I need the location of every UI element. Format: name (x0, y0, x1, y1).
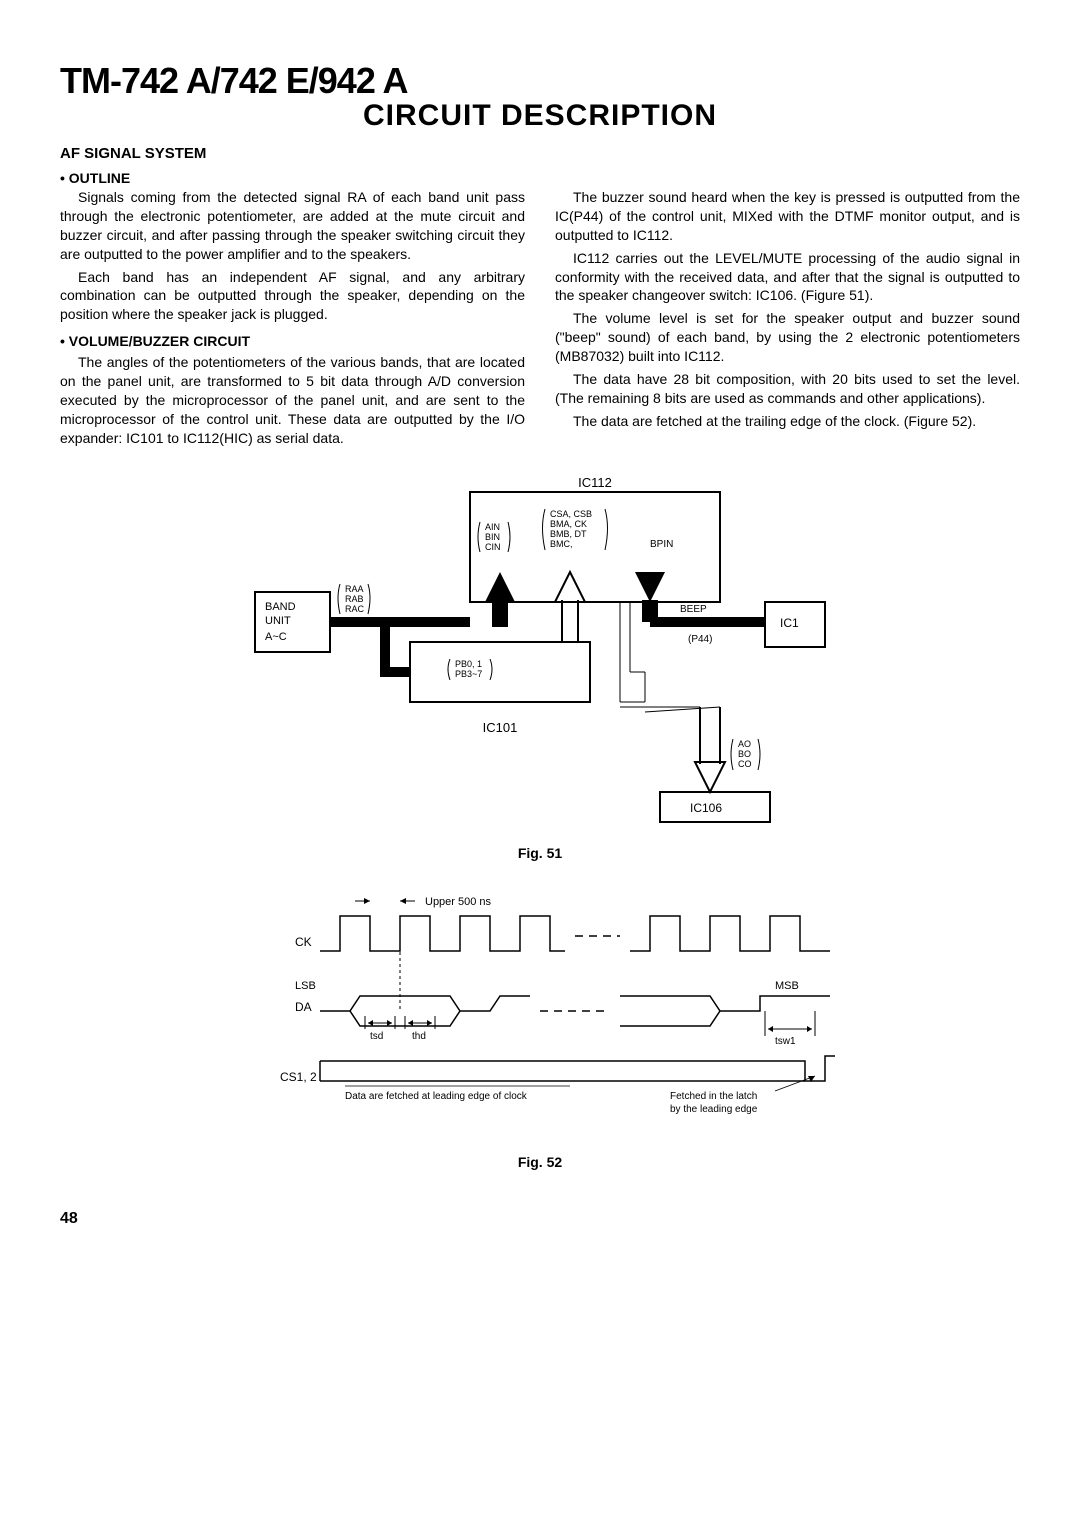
upper500-label: Upper 500 ns (425, 896, 492, 908)
cin-label: CIN (485, 542, 501, 552)
band-unit-line2: UNIT (265, 615, 291, 627)
bmb-label: BMB, DT (550, 529, 587, 539)
ao-label: AO (738, 739, 751, 749)
ain-label: AIN (485, 522, 500, 532)
right-column: The buzzer sound heard when the key is p… (555, 188, 1020, 452)
pb0-label: PB0, 1 (455, 659, 482, 669)
cs12-label: CS1, 2 (280, 1070, 317, 1084)
ic106-label: IC106 (690, 801, 722, 815)
page-number: 48 (60, 1210, 1020, 1228)
ic1-label: IC1 (780, 616, 799, 630)
note2b-label: by the leading edge (670, 1104, 758, 1115)
paragraph: The buzzer sound heard when the key is p… (555, 188, 1020, 245)
fig52-caption: Fig. 52 (60, 1154, 1020, 1170)
paragraph: The volume level is set for the speaker … (555, 309, 1020, 366)
outline-heading: • OUTLINE (60, 170, 1020, 186)
pb3-label: PB3~7 (455, 669, 482, 679)
paragraph: The angles of the potentiometers of the … (60, 353, 525, 447)
paragraph: The data have 28 bit composition, with 2… (555, 370, 1020, 408)
tsd-label: tsd (370, 1031, 383, 1042)
bmc-label: BMC, (550, 539, 573, 549)
raa-label: RAA (345, 584, 364, 594)
paragraph: The data are fetched at the trailing edg… (555, 412, 1020, 431)
co-label: CO (738, 759, 752, 769)
title-sub: CIRCUIT DESCRIPTION (60, 99, 1020, 133)
figure-51: IC112 IC101 BAND UNIT A~C RAA RAB RAC AI… (60, 472, 1020, 861)
section-heading: AF SIGNAL SYSTEM (60, 145, 1020, 162)
volume-heading: • VOLUME/BUZZER CIRCUIT (60, 332, 525, 351)
bin-label: BIN (485, 532, 500, 542)
bma-label: BMA, CK (550, 519, 587, 529)
fig51-caption: Fig. 51 (60, 845, 1020, 861)
thd-label: thd (412, 1031, 426, 1042)
figure-52: Upper 500 ns CK LSB MSB DA tsd thd tsw1 … (60, 881, 1020, 1170)
paragraph: Each band has an independent AF signal, … (60, 268, 525, 325)
msb-label: MSB (775, 980, 799, 992)
ck-label: CK (295, 935, 312, 949)
note2a-label: Fetched in the latch (670, 1091, 757, 1102)
p44-label: (P44) (688, 634, 712, 645)
rac-label: RAC (345, 604, 365, 614)
ic101-label: IC101 (483, 720, 518, 735)
left-column: Signals coming from the detected signal … (60, 188, 525, 452)
paragraph: Signals coming from the detected signal … (60, 188, 525, 264)
band-unit-line1: BAND (265, 601, 296, 613)
body-columns: Signals coming from the detected signal … (60, 188, 1020, 452)
da-label: DA (295, 1000, 312, 1014)
beep-label: BEEP (680, 604, 707, 615)
ic112-label: IC112 (578, 475, 612, 490)
rab-label: RAB (345, 594, 364, 604)
csa-label: CSA, CSB (550, 509, 592, 519)
note1-label: Data are fetched at leading edge of cloc… (345, 1091, 528, 1102)
bo-label: BO (738, 749, 751, 759)
lsb-label: LSB (295, 980, 316, 992)
tsw-label: tsw1 (775, 1036, 796, 1047)
band-unit-line3: A~C (265, 631, 287, 643)
bpin-label: BPIN (650, 539, 673, 550)
title-main: TM-742 A/742 E/942 A (60, 60, 1020, 102)
paragraph: IC112 carries out the LEVEL/MUTE process… (555, 249, 1020, 306)
